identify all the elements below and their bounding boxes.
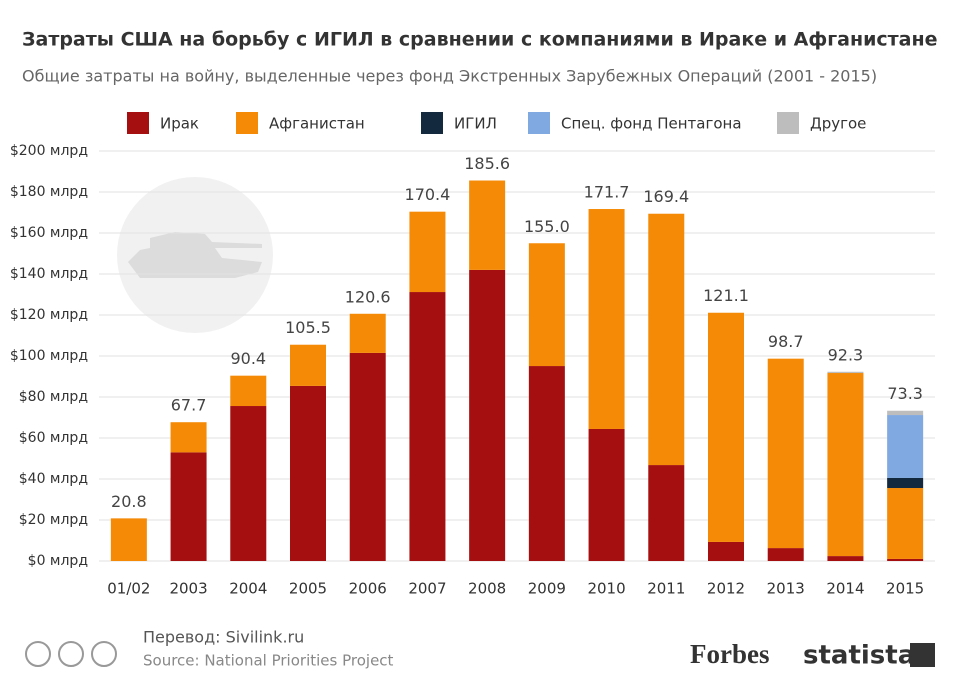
bar-segment [767,548,804,561]
bar-segment [349,313,386,353]
bar-segment [708,312,744,542]
total-label: 120.6 [345,287,391,306]
bar-segment [648,465,685,561]
bar-segment [290,385,326,561]
legend-label: Афганистан [269,115,365,133]
bar-segment [648,213,685,466]
y-tick-label: $180 млрд [10,184,88,200]
statista-logo [910,643,935,667]
bar-segment [827,371,864,374]
x-tick-label: 2004 [229,580,267,598]
legend-label: Ирак [160,115,199,133]
bar-segment [230,375,267,407]
y-tick-label: $20 млрд [19,512,88,528]
total-label: 121.1 [703,286,749,305]
bar-segment [409,211,446,293]
brand-statista: statista [803,641,915,671]
bar-segment [528,366,565,561]
legend-swatch [528,112,550,134]
total-label: 170.4 [405,185,451,204]
bar-segment [827,373,864,557]
x-tick-label: 2014 [826,580,864,598]
legend-label: Спец. фонд Пентагона [561,115,742,133]
total-label: 20.8 [111,492,147,511]
bar-segment [887,415,924,478]
x-tick-label: 2008 [468,580,506,598]
y-tick-label: $140 млрд [10,266,88,282]
brand-forbes: Forbes [690,639,769,669]
x-tick-label: 2012 [707,580,745,598]
bar-segment [469,269,506,561]
bar-segment [588,428,625,561]
y-tick-label: $60 млрд [19,430,88,446]
bar-segment [708,541,744,561]
x-tick-label: 01/02 [107,580,150,598]
bar-segment [409,292,446,561]
bar-segment [170,452,207,561]
bar-segment [887,558,924,561]
total-label: 92.3 [828,345,864,364]
legend-label: Другое [810,115,866,133]
y-tick-label: $200 млрд [10,143,88,159]
chart-subtitle: Общие затраты на войну, выделенные через… [22,67,877,86]
x-tick-label: 2006 [349,580,387,598]
bar-segment [887,410,924,416]
x-tick-label: 2005 [289,580,327,598]
total-label: 155.0 [524,217,570,236]
total-label: 73.3 [887,384,923,403]
y-tick-label: $100 млрд [10,348,88,364]
x-tick-label: 2009 [528,580,566,598]
bar-segment [170,422,207,453]
x-tick-label: 2007 [408,580,446,598]
x-tick-label: 2010 [587,580,625,598]
total-label: 105.5 [285,318,331,337]
bar-segment [887,488,924,559]
source: Source: National Priorities Project [143,652,394,670]
legend-swatch [421,112,443,134]
bar-segment [290,344,326,386]
bar-segment [827,556,864,561]
total-label: 90.4 [230,349,266,368]
chart-title: Затраты США на борьбу с ИГИЛ в сравнении… [22,29,938,51]
legend-swatch [127,112,149,134]
legend-swatch [777,112,799,134]
total-label: 169.4 [643,187,689,206]
bar-segment [469,180,506,270]
bar-segment [887,477,924,489]
y-tick-label: $0 млрд [28,553,88,569]
bar-segment [588,209,625,429]
tank-icon [117,177,273,333]
total-label: 185.6 [464,154,510,173]
x-tick-label: 2003 [169,580,207,598]
x-tick-label: 2015 [886,580,924,598]
bar-segment [767,358,804,549]
bar-segment [230,406,267,561]
translation: Перевод: Sivilink.ru [143,628,304,647]
y-tick-label: $120 млрд [10,307,88,323]
legend-swatch [236,112,258,134]
legend-label: ИГИЛ [454,115,497,133]
bar-segment [528,243,565,367]
y-tick-label: $160 млрд [10,225,88,241]
y-tick-label: $80 млрд [19,389,88,405]
total-label: 98.7 [768,332,804,351]
bar-segment [110,518,147,561]
total-label: 171.7 [584,183,630,202]
total-label: 67.7 [171,396,207,415]
y-tick-label: $40 млрд [19,471,88,487]
x-tick-label: 2011 [647,580,685,598]
footer-icons [25,641,117,667]
x-tick-label: 2013 [767,580,805,598]
bar-segment [349,352,386,561]
